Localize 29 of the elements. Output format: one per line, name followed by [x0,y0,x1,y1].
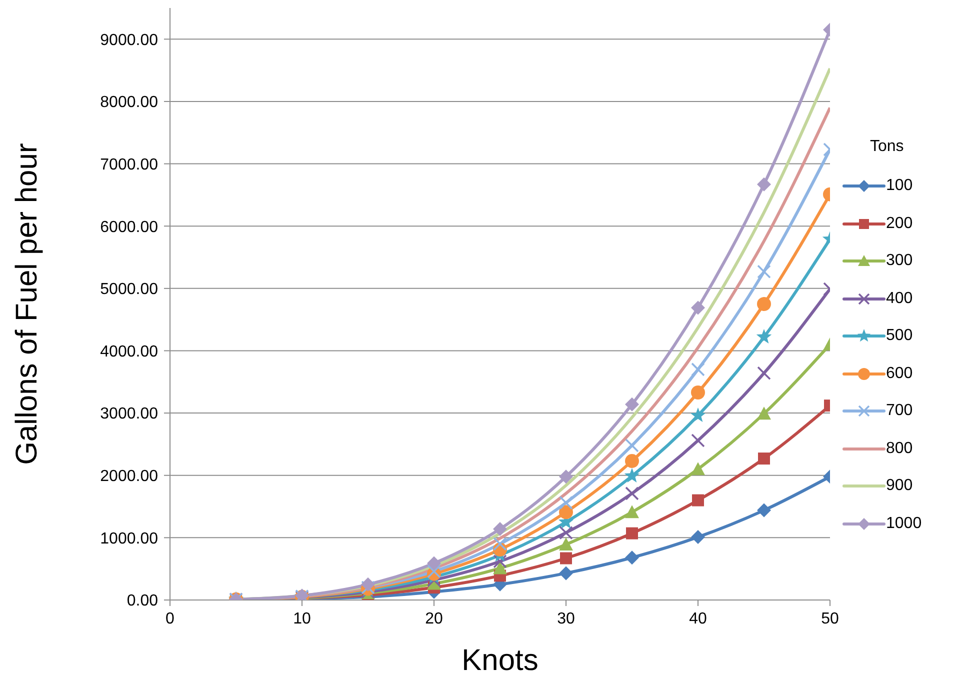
x-tick-label: 20 [425,610,443,628]
x-tick-label: 0 [166,610,175,628]
y-tick-label: 3000.00 [100,406,158,423]
y-axis-title: Gallons of Fuel per hour [10,143,44,465]
legend-label: 300 [886,252,913,270]
y-tick-label: 0.00 [126,592,158,610]
x-tick-label: 50 [821,610,839,628]
legend-label: 100 [886,177,913,196]
x-tick-label: 30 [557,610,575,628]
x-tick-label: 40 [689,610,707,628]
legend-label: 800 [886,440,913,458]
legend-label: 500 [886,327,913,346]
legend-label: 700 [886,402,913,420]
y-tick-label: 5000.00 [100,281,158,298]
y-tick-label: 7000.00 [100,156,158,174]
x-axis-title: Knots [462,644,538,677]
y-tick-label: 4000.00 [100,343,158,360]
legend-label: 600 [886,364,913,383]
legend-label: 200 [886,214,913,233]
y-tick-label: 2000.00 [100,468,158,486]
legend-label: 1000 [886,514,922,533]
legend-label: 900 [886,477,913,496]
y-tick-label: 6000.00 [100,218,158,236]
x-tick-label: 10 [293,610,311,628]
y-tick-label: 1000.00 [100,530,158,548]
y-tick-label: 9000.00 [100,32,158,49]
legend-label: 400 [886,290,913,308]
y-tick-label: 8000.00 [100,94,158,112]
legend-title: Tons [870,138,905,156]
